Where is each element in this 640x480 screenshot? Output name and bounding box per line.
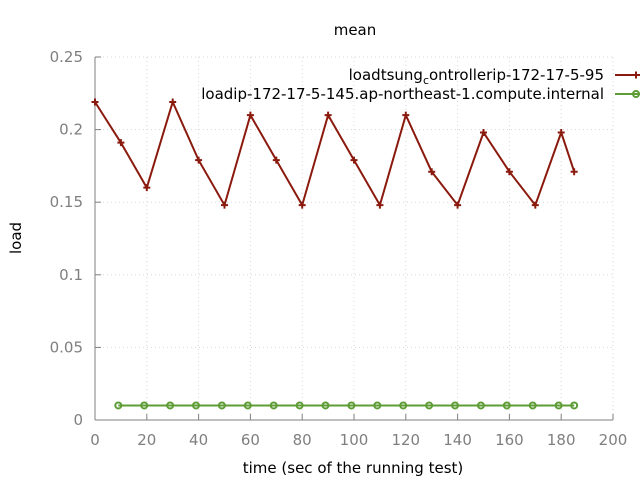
- series-2: [114, 401, 579, 410]
- legend-marker-series-1: [632, 71, 640, 79]
- series-1-point: [505, 168, 513, 176]
- series-2-point: [166, 401, 175, 410]
- x-tick-labels: 0 20 40 60 80 100 120 140 160 180 200: [90, 431, 627, 449]
- x-tick-label: 20: [137, 431, 156, 449]
- y-axis-title: load: [7, 222, 25, 254]
- y-tick-label: 0.2: [59, 121, 83, 139]
- series-1-point: [246, 111, 254, 119]
- series-1: [91, 98, 578, 209]
- y-tick-label: 0.05: [50, 338, 83, 356]
- x-tick-label: 40: [189, 431, 208, 449]
- series-1-point: [117, 139, 125, 147]
- x-tick-label: 180: [547, 431, 576, 449]
- series-2-point: [570, 401, 579, 410]
- legend-marker-series-2: [632, 90, 640, 98]
- series-2-point: [217, 401, 226, 410]
- series-2-point: [528, 401, 537, 410]
- x-tick-label: 120: [391, 431, 420, 449]
- x-tick-label: 100: [340, 431, 369, 449]
- series-2-point: [347, 401, 356, 410]
- series-2-point: [140, 401, 149, 410]
- chart-grid: [95, 56, 614, 420]
- y-tick-label: 0.25: [50, 48, 83, 66]
- series-1-point: [350, 156, 358, 164]
- chart-legend: loadtsungcontrollerip-172-17-5-95 loadip…: [201, 66, 640, 103]
- legend-label-series-2: loadip-172-17-5-145.ap-northeast-1.compu…: [201, 85, 604, 103]
- series-1-line: [94, 99, 576, 208]
- series-2-point: [451, 401, 460, 410]
- x-axis-title: time (sec of the running test): [243, 459, 464, 477]
- x-tick-label: 200: [599, 431, 628, 449]
- series-2-point: [425, 401, 434, 410]
- series-2-point: [554, 401, 563, 410]
- chart-title: mean: [334, 21, 377, 39]
- series-1-point: [143, 184, 151, 192]
- x-tick-label: 160: [495, 431, 524, 449]
- y-tick-labels: 0 0.05 0.1 0.15 0.2 0.25: [50, 48, 83, 429]
- series-2-point: [192, 401, 201, 410]
- series-1-point: [195, 156, 203, 164]
- series-1-point: [531, 201, 539, 209]
- x-tick-label: 0: [90, 431, 100, 449]
- y-tick-label: 0: [73, 411, 83, 429]
- series-1-point: [376, 201, 384, 209]
- series-1-point: [298, 201, 306, 209]
- chart-series: [91, 98, 579, 410]
- axis-ticks: [94, 56, 614, 421]
- series-2-point: [114, 401, 123, 410]
- series-1-point: [169, 98, 177, 106]
- series-2-point: [399, 401, 408, 410]
- series-2-point: [373, 401, 382, 410]
- series-2-point: [502, 401, 511, 410]
- x-tick-label: 140: [443, 431, 472, 449]
- series-1-point: [221, 201, 228, 209]
- series-1-point: [454, 201, 462, 209]
- series-1-point: [428, 168, 436, 176]
- x-tick-label: 60: [241, 431, 260, 449]
- series-1-point: [570, 168, 578, 176]
- y-tick-label: 0.15: [50, 193, 83, 211]
- series-1-point: [272, 156, 280, 164]
- series-2-point: [243, 401, 252, 410]
- series-2-point: [295, 401, 304, 410]
- series-1-point: [324, 111, 332, 119]
- series-2-point: [476, 401, 485, 410]
- series-1-point: [480, 129, 487, 137]
- series-1-point: [91, 98, 99, 106]
- y-tick-label: 0.1: [59, 266, 83, 284]
- legend-label-series-1: loadtsungcontrollerip-172-17-5-95: [349, 66, 604, 87]
- series-2-point: [321, 401, 330, 410]
- series-1-point: [402, 111, 410, 119]
- series-1-point: [557, 129, 565, 137]
- series-2-point: [269, 401, 278, 410]
- x-tick-label: 80: [293, 431, 312, 449]
- legend-swatches: [615, 71, 640, 98]
